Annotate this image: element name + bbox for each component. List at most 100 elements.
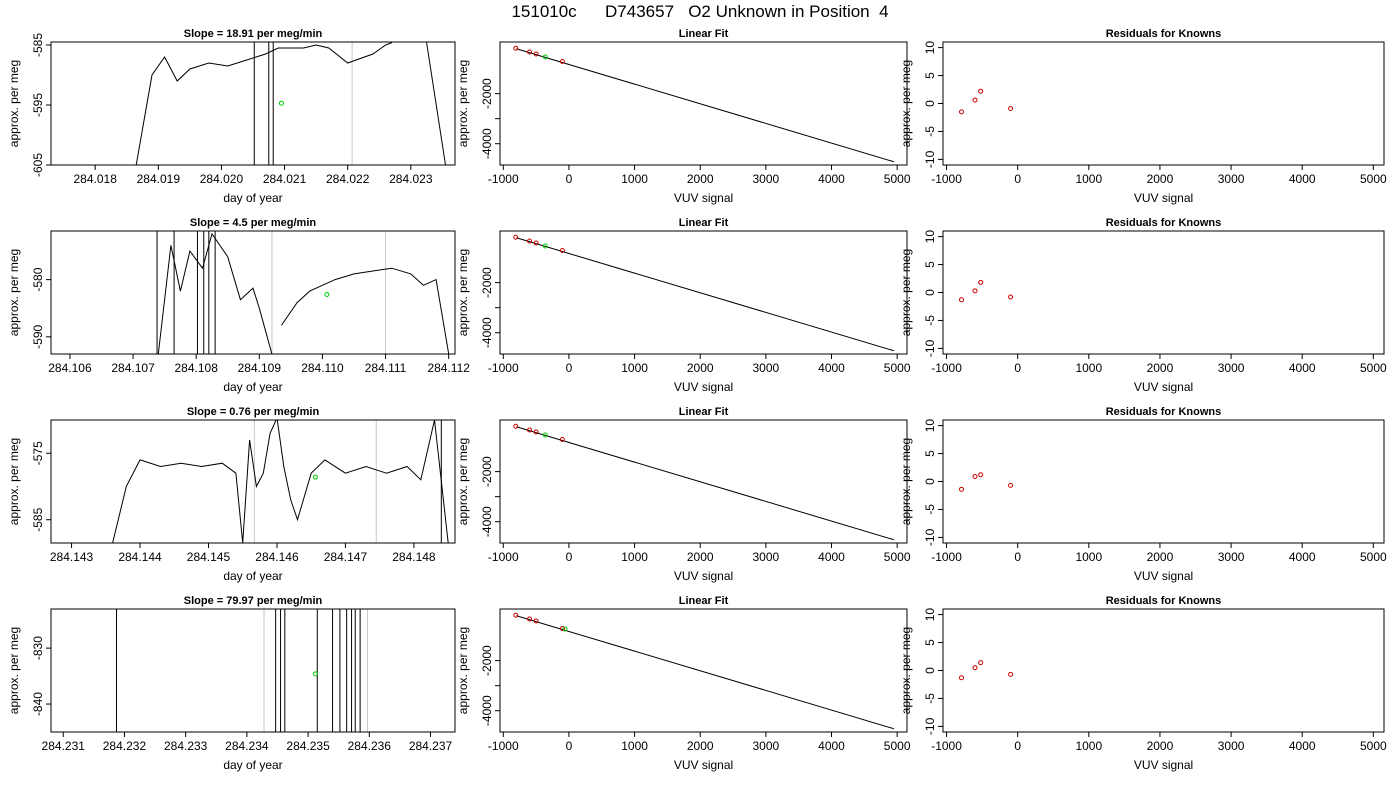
residual-point xyxy=(958,675,964,681)
y-tick-label: 5 xyxy=(923,639,937,646)
panel-title: Linear Fit xyxy=(679,406,729,418)
plot-area xyxy=(156,231,450,354)
x-tick-label: 2000 xyxy=(1147,172,1174,186)
signal-line xyxy=(157,232,282,354)
y-tick-label: 10 xyxy=(923,419,937,433)
x-tick-label: 3000 xyxy=(1218,172,1245,186)
x-tick-label: 284.019 xyxy=(137,172,181,186)
x-tick-label: 5000 xyxy=(1360,550,1387,564)
x-tick-label: 1000 xyxy=(1075,172,1102,186)
x-tick-label: 1000 xyxy=(621,550,648,564)
x-tick-label: 2000 xyxy=(1147,739,1174,753)
x-tick-label: -1000 xyxy=(488,550,519,564)
panel-title: Slope = 79.97 per meg/min xyxy=(184,595,323,607)
x-tick-label: 284.233 xyxy=(164,739,208,753)
residual-point xyxy=(978,88,984,94)
y-tick-label: 10 xyxy=(923,608,937,622)
y-tick-label: -5 xyxy=(923,504,937,515)
x-tick-label: 5000 xyxy=(884,550,911,564)
plot-area xyxy=(135,42,446,165)
x-tick-label: 0 xyxy=(1014,172,1021,186)
known-point xyxy=(513,612,519,618)
unknown-point xyxy=(324,292,330,298)
x-tick-label: 2000 xyxy=(687,739,714,753)
x-tick-label: 2000 xyxy=(687,361,714,375)
y-tick-label: 10 xyxy=(923,41,937,55)
x-tick-label: 284.022 xyxy=(326,172,370,186)
x-tick-label: 5000 xyxy=(884,739,911,753)
x-tick-label: 1000 xyxy=(621,172,648,186)
panel-row4-fit: Linear Fit -1000 0 1000 2000 3000 4000 5000 -200… xyxy=(456,595,911,772)
x-tick-label: 284.232 xyxy=(103,739,147,753)
panel-row1-residuals: Residuals for Knowns -1000 0 1000 2000 3000 40… xyxy=(899,28,1387,205)
unknown-point xyxy=(312,671,318,677)
y-tick-label: 5 xyxy=(923,72,937,79)
residual-point xyxy=(1008,294,1014,300)
y-axis-label: approx. per meg xyxy=(456,249,470,336)
x-tick-label: 284.023 xyxy=(389,172,433,186)
x-tick-label: 284.148 xyxy=(392,550,436,564)
x-tick-label: 284.020 xyxy=(200,172,244,186)
known-point xyxy=(513,45,519,51)
panel-row3-fit: Linear Fit -1000 0 1000 2000 3000 4000 5000 -200… xyxy=(456,406,911,583)
x-axis-label: VUV signal xyxy=(674,758,733,772)
x-tick-label: 284.231 xyxy=(42,739,86,753)
panel-row4-timeseries: Slope = 79.97 per meg/min 284.231 284.232 2… xyxy=(7,595,456,772)
plot-frame xyxy=(942,608,1385,733)
x-tick-label: 284.108 xyxy=(174,361,218,375)
residual-point xyxy=(958,486,964,492)
y-tick-label: -840 xyxy=(31,692,45,716)
y-axis-label: approx. per meg xyxy=(899,438,913,525)
x-tick-label: 284.147 xyxy=(324,550,368,564)
x-axis-label: VUV signal xyxy=(1134,191,1193,205)
residual-point xyxy=(972,288,978,294)
x-axis-label: day of year xyxy=(223,380,282,394)
x-tick-label: 284.146 xyxy=(255,550,299,564)
unknown-point xyxy=(278,100,284,106)
y-tick-label: -2000 xyxy=(480,78,494,109)
x-tick-label: 3000 xyxy=(1218,361,1245,375)
x-tick-label: 5000 xyxy=(1360,172,1387,186)
y-tick-label: -5 xyxy=(923,315,937,326)
x-tick-label: 284.110 xyxy=(301,361,344,375)
x-tick-label: 2000 xyxy=(1147,361,1174,375)
x-tick-label: -1000 xyxy=(488,172,519,186)
y-tick-label: -10 xyxy=(923,717,937,735)
x-tick-label: 284.109 xyxy=(238,361,282,375)
panel-row4-residuals: Residuals for Knowns -1000 0 1000 2000 3000 40… xyxy=(899,595,1387,772)
known-point xyxy=(527,427,533,433)
y-tick-label: -5 xyxy=(923,126,937,137)
x-tick-label: 284.235 xyxy=(286,739,330,753)
x-tick-label: 284.021 xyxy=(263,172,307,186)
x-tick-label: 0 xyxy=(1014,550,1021,564)
x-tick-label: 2000 xyxy=(1147,550,1174,564)
panel-row2-timeseries: Slope = 4.5 per meg/min 284.106 284.107 284… xyxy=(7,217,470,394)
y-tick-label: 0 xyxy=(923,478,937,485)
known-point xyxy=(513,423,519,429)
x-tick-label: 2000 xyxy=(687,550,714,564)
known-point xyxy=(559,248,565,254)
unknown-point xyxy=(542,432,548,438)
residual-point xyxy=(972,473,978,479)
y-tick-label: -605 xyxy=(31,153,45,177)
y-tick-label: -5 xyxy=(923,693,937,704)
y-tick-label: -4000 xyxy=(480,128,494,159)
y-tick-label: -10 xyxy=(923,339,937,357)
y-tick-label: 0 xyxy=(923,667,937,674)
x-tick-label: 4000 xyxy=(1289,172,1316,186)
plot-area xyxy=(958,472,1014,492)
y-tick-label: 5 xyxy=(923,261,937,268)
x-tick-label: 284.234 xyxy=(225,739,269,753)
x-tick-label: -1000 xyxy=(931,361,962,375)
residual-point xyxy=(1008,482,1014,488)
x-axis-label: VUV signal xyxy=(1134,758,1193,772)
plot-frame xyxy=(499,608,908,733)
y-axis-label: approx. per meg xyxy=(899,60,913,147)
signal-line xyxy=(280,267,450,354)
plot-area xyxy=(958,88,1014,115)
x-tick-label: 284.144 xyxy=(118,550,162,564)
y-tick-label: 5 xyxy=(923,450,937,457)
x-tick-label: 0 xyxy=(566,172,573,186)
x-tick-label: 4000 xyxy=(818,739,845,753)
